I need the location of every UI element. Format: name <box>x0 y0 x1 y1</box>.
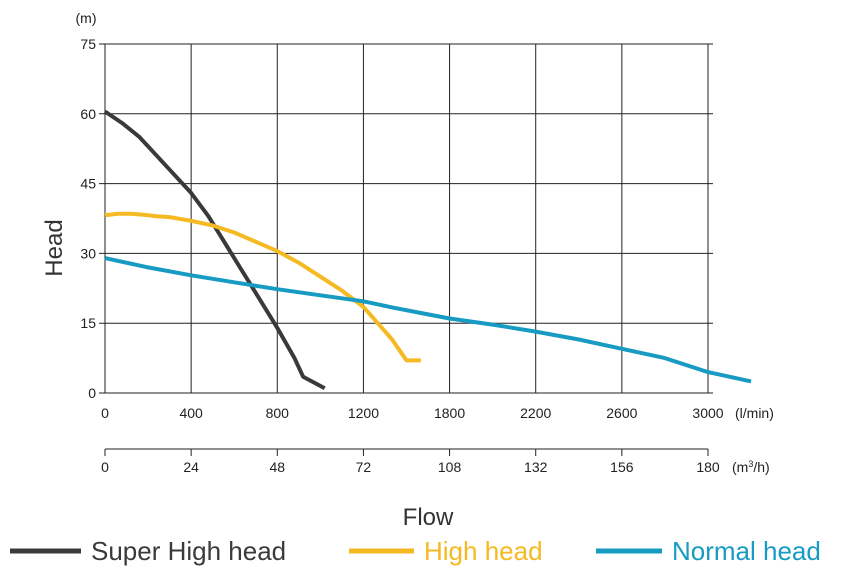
x-secondary-tick-label: 132 <box>524 459 548 475</box>
x-secondary-tick-label: 180 <box>696 459 720 475</box>
x-tick-label: 3000 <box>692 405 723 421</box>
legend: Super High head High head Normal head <box>10 536 821 566</box>
series-line-normal-head <box>104 256 752 384</box>
x-tick-label: 0 <box>101 405 109 421</box>
x-secondary-tick-label: 24 <box>183 459 199 475</box>
series-line-high-head <box>104 211 421 363</box>
y-tick-label: 30 <box>80 245 96 261</box>
legend-label-high-head: High head <box>424 536 543 566</box>
x-secondary-tick-label: 0 <box>101 459 109 475</box>
y-tick-label: 45 <box>80 176 96 192</box>
x-secondary-tick-label: 108 <box>438 459 462 475</box>
x-secondary-axis: 0 24 48 72 108 132 156 180 <box>101 448 720 475</box>
x-secondary-tick-label: 48 <box>269 459 285 475</box>
y-tick-label: 15 <box>80 315 96 331</box>
series-line-super-high-head <box>103 109 326 391</box>
legend-label-normal-head: Normal head <box>672 536 821 566</box>
x-tick-label: 800 <box>266 405 290 421</box>
x-primary-unit-label: (l/min) <box>735 405 774 421</box>
x-secondary-tick-label: 156 <box>610 459 634 475</box>
x-tick-label: 1200 <box>348 405 379 421</box>
x-secondary-tick-label: 72 <box>356 459 372 475</box>
x-tick-label: 400 <box>179 405 203 421</box>
y-axis-title: Head <box>41 219 68 276</box>
x-secondary-unit-sup: 3 <box>748 459 753 469</box>
x-tick-label: 2200 <box>520 405 551 421</box>
x-tick-label: 1800 <box>434 405 465 421</box>
y-tick-label: 0 <box>88 385 96 401</box>
x-secondary-unit-tail: /h) <box>753 459 769 475</box>
x-secondary-unit-base: (m <box>732 459 748 475</box>
legend-label-super-high-head: Super High head <box>91 536 286 566</box>
series-lines <box>103 109 752 391</box>
y-tick-labels: 0 15 30 45 60 75 <box>80 36 96 401</box>
x-primary-tick-labels: 0 400 800 1200 1800 2200 2600 3000 <box>101 405 724 421</box>
y-tick-label: 75 <box>80 36 96 52</box>
x-secondary-unit-label: (m3/h) <box>732 459 770 475</box>
x-tick-label: 2600 <box>606 405 637 421</box>
y-unit-label: (m) <box>76 10 97 26</box>
y-tick-label: 60 <box>80 106 96 122</box>
grid-lines <box>99 43 713 394</box>
x-axis-title: Flow <box>403 504 454 531</box>
